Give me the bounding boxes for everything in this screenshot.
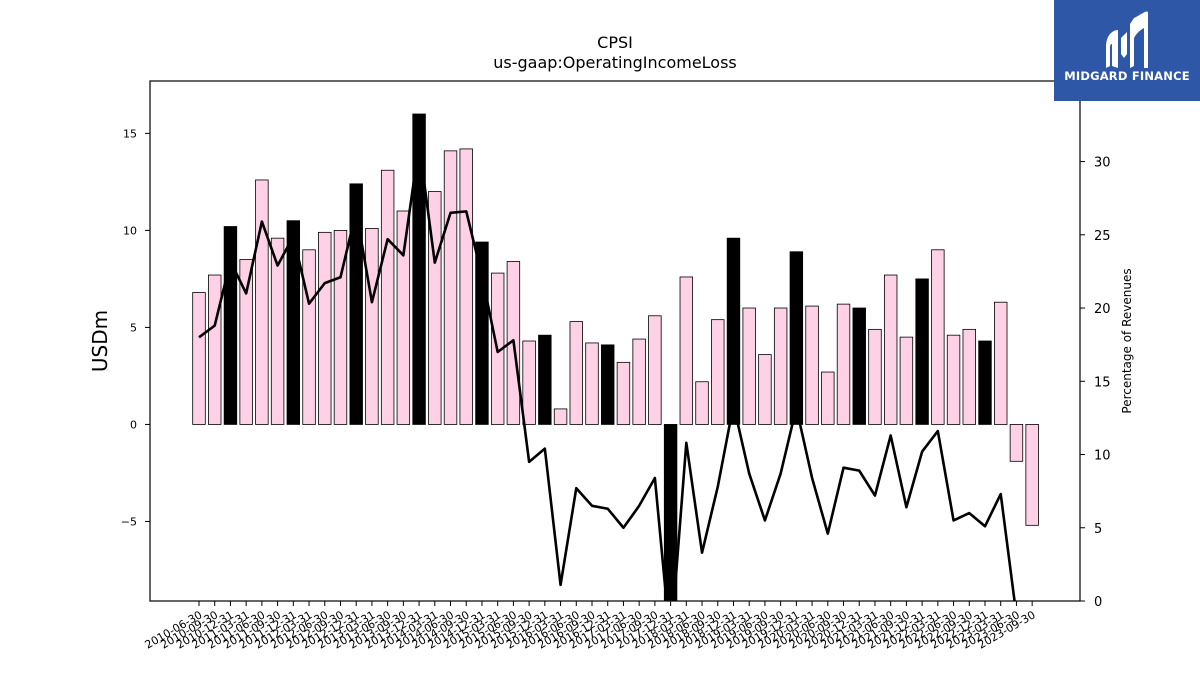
bar [758,354,772,425]
bar [553,408,568,425]
bar [569,321,583,425]
bar [1025,424,1039,526]
y2-tick-label: 25 [1094,229,1111,244]
bar [412,113,426,425]
midgard-finance-logo: MIDGARD FINANCE [1054,0,1200,101]
bar [899,336,914,425]
y2-axis-label: Percentage of Revenues [1120,268,1134,413]
bar [773,307,788,425]
chart-subtitle: us-gaap:OperatingIncomeLoss [493,53,737,72]
bar [868,328,882,425]
bar [648,315,662,425]
bar [805,305,819,425]
plot-frame [149,80,1081,602]
bar [208,274,222,425]
bar [1009,424,1024,462]
bar [380,169,395,425]
bar [978,340,992,425]
bar-series [192,113,1039,602]
y2-tick-label: 5 [1094,522,1102,537]
bar [931,249,945,425]
bar [616,361,631,425]
percentage-line [198,142,1016,601]
bar [270,237,285,425]
x-axis: 2010-06-302010-09-302010-12-312011-03-31… [143,601,1038,652]
right-y-axis: 0 5 10 15 20 25 30 [1080,156,1111,610]
bar [836,303,851,425]
y2-tick-label: 15 [1094,375,1111,390]
bar [538,334,552,425]
bar [475,241,489,425]
y2-tick-label: 0 [1094,595,1102,610]
bar [239,259,253,425]
bar [726,237,741,425]
bar [349,183,363,425]
y-axis-label: USDm [88,310,112,372]
bar [585,342,599,425]
bar [789,251,804,425]
y2-tick-label: 30 [1094,156,1111,171]
y-tick-label: 10 [123,224,137,237]
bar [962,328,976,425]
bar [396,210,411,425]
bar [915,278,929,425]
bar [318,231,332,425]
bar [443,150,458,425]
bar [223,226,238,425]
bar [994,301,1008,425]
logo-text: MIDGARD FINANCE [1064,69,1190,83]
bar [255,179,269,425]
bar [302,249,316,425]
bar [821,371,835,425]
left-y-axis: −5 0 5 10 15 [121,127,150,528]
logo-mark-icon [1106,11,1148,69]
bar [459,148,473,425]
y-tick-label: 15 [123,127,137,140]
bar [711,319,725,425]
chart-title: CPSI [597,33,633,52]
y-tick-label: −5 [121,515,137,528]
bar [852,307,866,425]
bar [679,276,694,425]
y-tick-label: 0 [130,418,137,431]
bar [883,274,898,425]
y2-tick-label: 10 [1094,449,1111,464]
bar [695,381,709,425]
bar [365,228,379,425]
bar [522,340,536,425]
bar [742,307,756,425]
percentage-line-series [198,142,1016,601]
bar [286,220,301,425]
y2-tick-label: 20 [1094,302,1111,317]
bar [192,292,206,425]
y-tick-label: 5 [130,321,137,334]
bar [601,344,615,425]
bar [632,338,646,425]
bar [946,334,961,425]
